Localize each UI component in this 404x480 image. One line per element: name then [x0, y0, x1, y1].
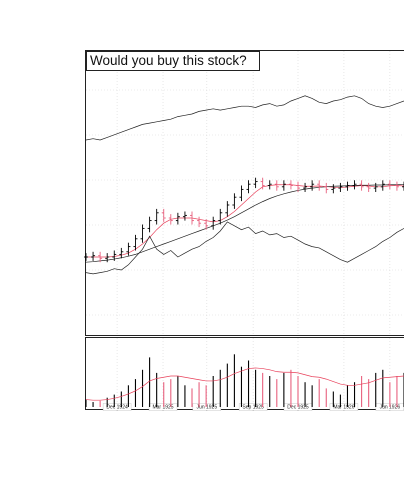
- x-tick-box: [148, 403, 178, 411]
- x-tick-label: Mar 1926: [333, 405, 354, 411]
- overlay-line: [85, 95, 404, 141]
- price-panel: [85, 50, 404, 336]
- title-box: [86, 51, 260, 71]
- grid: [86, 51, 404, 409]
- x-tick-box: [329, 403, 359, 411]
- overlay-line: [86, 184, 404, 258]
- marks: Dec 1924 Mar 1925 Jun 1925 Sep 1925 Dec 1925…: [84, 95, 404, 411]
- x-tick-label: Dec 1925: [287, 405, 309, 411]
- x-tick-box: [238, 403, 268, 411]
- x-tick-label: Jun 1926: [380, 405, 401, 411]
- x-tick-box: [102, 403, 132, 411]
- x-tick-label: Mar 1925: [152, 405, 173, 411]
- chart-title: Would you buy this stock?: [90, 53, 247, 68]
- x-tick-label: Dec 1924: [106, 405, 128, 411]
- volume-average: [85, 367, 404, 401]
- overlay-line: [85, 221, 404, 275]
- x-tick-box: [192, 403, 222, 411]
- x-tick-label: Jun 1925: [197, 405, 218, 411]
- x-tick-label: Sep 1925: [242, 405, 264, 411]
